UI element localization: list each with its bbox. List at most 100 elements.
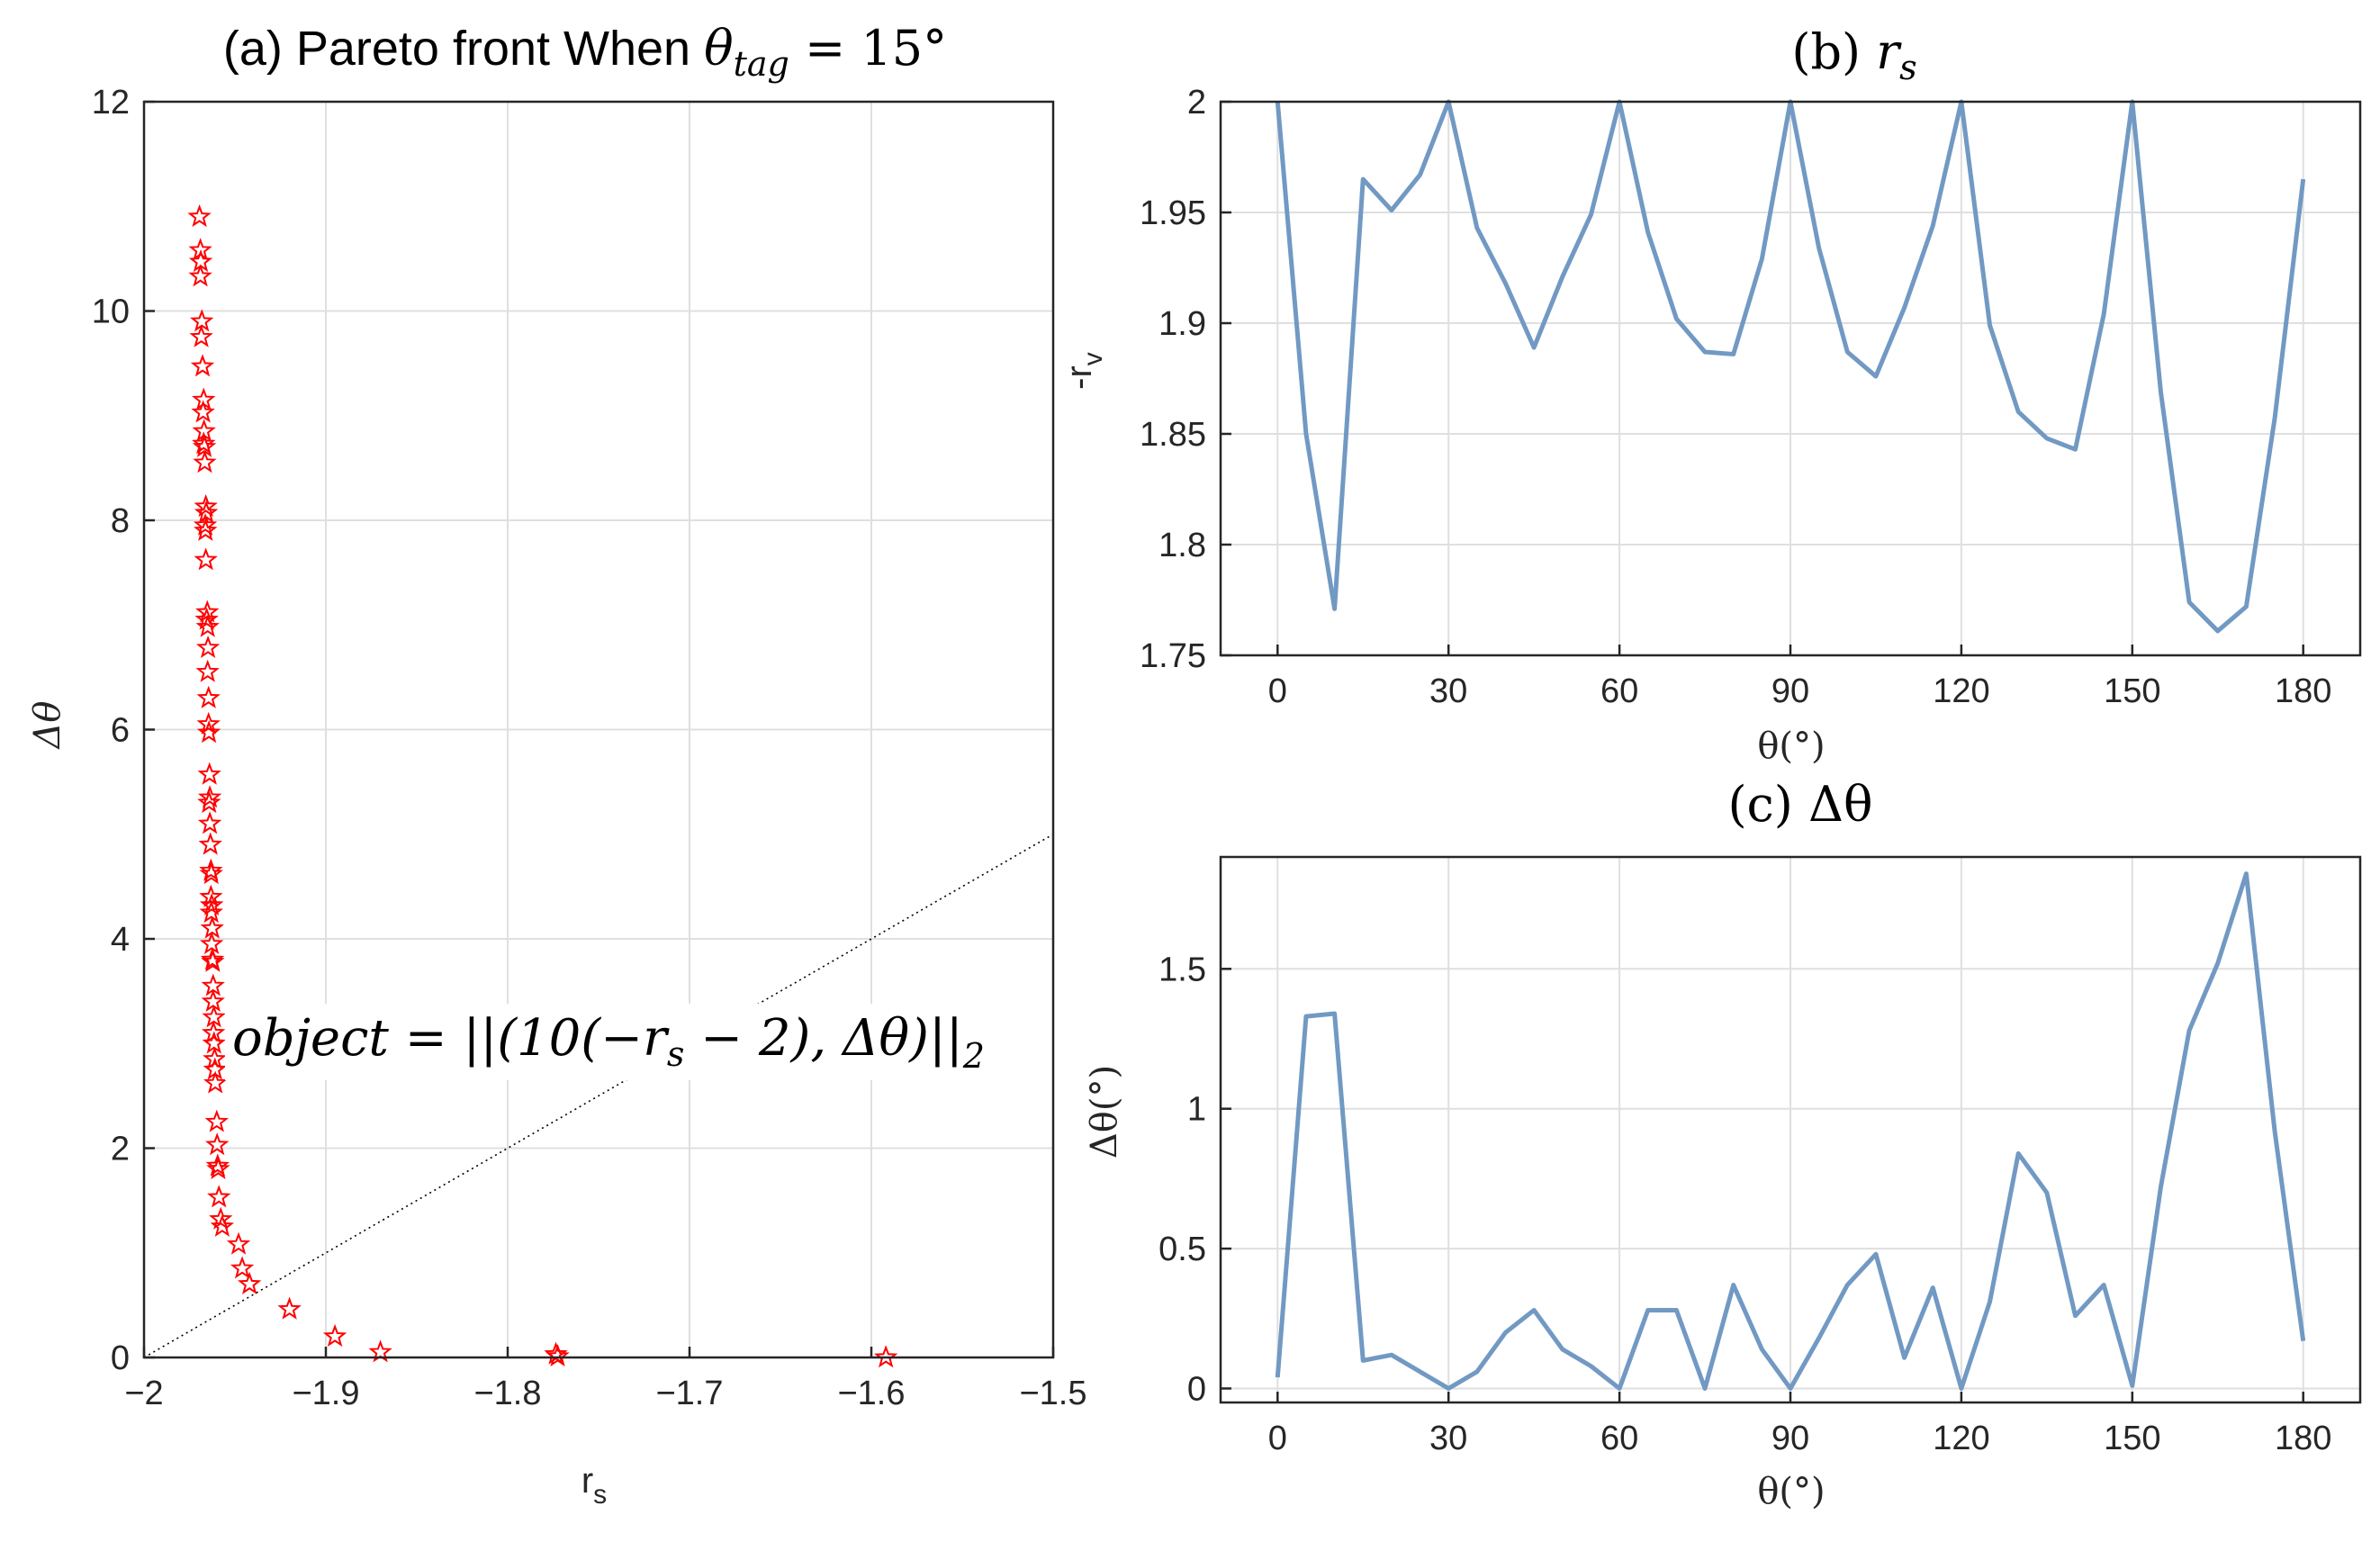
pareto-point-star [197, 762, 221, 785]
panel-a-title-sub: tag [734, 44, 789, 84]
pareto-point-star [205, 1153, 230, 1177]
x-tick-label: 120 [1933, 1420, 1989, 1457]
y-tick-label: 1.85 [1140, 416, 1206, 454]
pareto-point-star [207, 1185, 231, 1208]
panel-b-title: (b) rs [1791, 23, 1916, 87]
panel-a-title-theta: θ [704, 20, 734, 77]
x-tick-label: 150 [2104, 1420, 2160, 1457]
pareto-point-star [199, 892, 224, 916]
pareto-point-star [322, 1323, 347, 1347]
plot-frame [1219, 855, 2362, 1404]
annotation-background [225, 1004, 1049, 1080]
y-tick-label: 0 [111, 1339, 130, 1377]
panel-a-x-label-sub: s [593, 1480, 607, 1510]
y-tick-label: 12 [92, 84, 130, 122]
pareto-point-star [197, 811, 222, 834]
pareto-point-star [195, 659, 220, 682]
panel-b-y-label-main: -r [1059, 365, 1099, 390]
panel-c-x-label: θ(°) [1757, 1471, 1825, 1512]
panel-a-title-prefix: (a) Pareto front When [223, 22, 704, 76]
y-tick-label: 2 [1187, 84, 1206, 122]
pareto-front-panel: (a) Pareto front When θtag = 15° rs Δθ o… [27, 20, 1087, 1510]
objective-annotation: object = ||(10(−rs − 2), Δθ)||2 [232, 1009, 985, 1076]
panel-b-grid [1221, 101, 2360, 656]
pareto-point-star [187, 204, 212, 228]
delta-theta-series-line [1275, 871, 2306, 1391]
pareto-point-star [210, 1213, 235, 1237]
panel-c-y-label: Δθ(°) [1084, 1065, 1125, 1159]
y-tick-label: 1.8 [1158, 527, 1206, 564]
panel-b-y-label-sub: v [1078, 352, 1108, 365]
x-tick-label: 30 [1429, 672, 1467, 710]
reference-dotted-line [143, 834, 1054, 1358]
x-tick-label: −1.7 [655, 1375, 723, 1412]
pareto-point-star [191, 400, 215, 423]
x-tick-label: −1.9 [292, 1375, 359, 1412]
pareto-point-star [188, 264, 212, 287]
objective-annotation-sub2: 2 [962, 1036, 985, 1076]
pareto-point-star [190, 354, 215, 377]
panel-b-title-sub: s [1899, 48, 1917, 87]
x-tick-label: 60 [1600, 672, 1638, 710]
pareto-point-star [193, 512, 218, 537]
pareto-point-star [190, 309, 214, 332]
pareto-point-star [200, 915, 224, 939]
pareto-point-star [193, 450, 217, 473]
panel-a-title-suffix: = 15° [789, 20, 947, 77]
panel-a-grid [143, 101, 1054, 1358]
y-tick-label: 2 [111, 1131, 130, 1168]
y-tick-label: 1.95 [1140, 194, 1206, 232]
rs-panel: (b) rs 0 30 60 90 120 150 180 1.75 1.8 1.85 1.9 1.9… [1059, 23, 2362, 767]
panel-b-axes: 0 30 60 90 120 150 180 1.75 1.8 1.85 1.9 1.95 2 [1140, 84, 2362, 710]
pareto-point-star [195, 614, 220, 637]
pareto-point-star [545, 1343, 570, 1367]
panel-b-title-prefix: (b) [1791, 23, 1876, 80]
pareto-point-star [199, 861, 223, 885]
delta-theta-panel: (c) Δθ 0 30 60 90 120 150 180 0 0.5 1 1.5 θ(°) Δθ(… [1084, 776, 2362, 1512]
pareto-point-star [237, 1271, 262, 1294]
x-tick-label: 30 [1429, 1420, 1467, 1457]
x-tick-label: 120 [1933, 672, 1989, 710]
panel-b-title-var: r [1876, 23, 1902, 80]
pareto-point-star [277, 1296, 302, 1320]
pareto-point-star [199, 858, 223, 881]
x-tick-label: 180 [2275, 1420, 2331, 1457]
pareto-point-star [201, 949, 225, 972]
objective-annotation-mid: − 2), Δθ)|| [684, 1009, 962, 1068]
panel-b-x-label: θ(°) [1757, 726, 1825, 767]
y-tick-label: 4 [111, 921, 130, 959]
pareto-point-star [194, 518, 218, 541]
x-tick-label: 90 [1771, 672, 1809, 710]
panel-c-title-var: Δθ [1808, 776, 1873, 833]
x-tick-label: 0 [1268, 1420, 1287, 1457]
y-tick-label: 6 [111, 712, 130, 750]
pareto-point-star [199, 931, 224, 955]
pareto-point-star [226, 1231, 251, 1255]
pareto-point-star [195, 635, 221, 659]
pareto-point-star [199, 884, 223, 907]
panel-c-axes: 0 30 60 90 120 150 180 0 0.5 1 1.5 [1158, 855, 2362, 1457]
x-tick-label: 60 [1600, 1420, 1638, 1457]
x-tick-label: 180 [2275, 672, 2331, 710]
pareto-point-star [198, 832, 222, 855]
x-tick-label: −1.5 [1019, 1375, 1086, 1412]
pareto-point-star [194, 607, 219, 630]
x-tick-label: 90 [1771, 1420, 1809, 1457]
panel-b-y-label: -rv [1059, 352, 1108, 390]
y-tick-label: 1.5 [1158, 951, 1206, 988]
pareto-point-star [206, 1156, 230, 1179]
pareto-point-star [196, 685, 221, 708]
x-tick-label: 150 [2104, 672, 2160, 710]
y-tick-label: 8 [111, 502, 130, 540]
x-tick-label: −1.6 [837, 1375, 905, 1412]
pareto-point-star [202, 1005, 226, 1028]
panel-a-y-label: Δθ [27, 701, 68, 751]
panel-c-series [1275, 871, 2306, 1391]
panel-c-title: (c) Δθ [1727, 776, 1872, 833]
pareto-point-star [203, 1046, 227, 1069]
y-tick-label: 10 [92, 293, 130, 331]
panel-a-axes: −2 −1.9 −1.8 −1.7 −1.6 −1.5 0 2 4 6 8 10 12 [92, 84, 1087, 1412]
objective-annotation-sub1: s [667, 1034, 685, 1074]
pareto-point-star [197, 785, 222, 808]
panel-c-grid [1221, 857, 2360, 1402]
